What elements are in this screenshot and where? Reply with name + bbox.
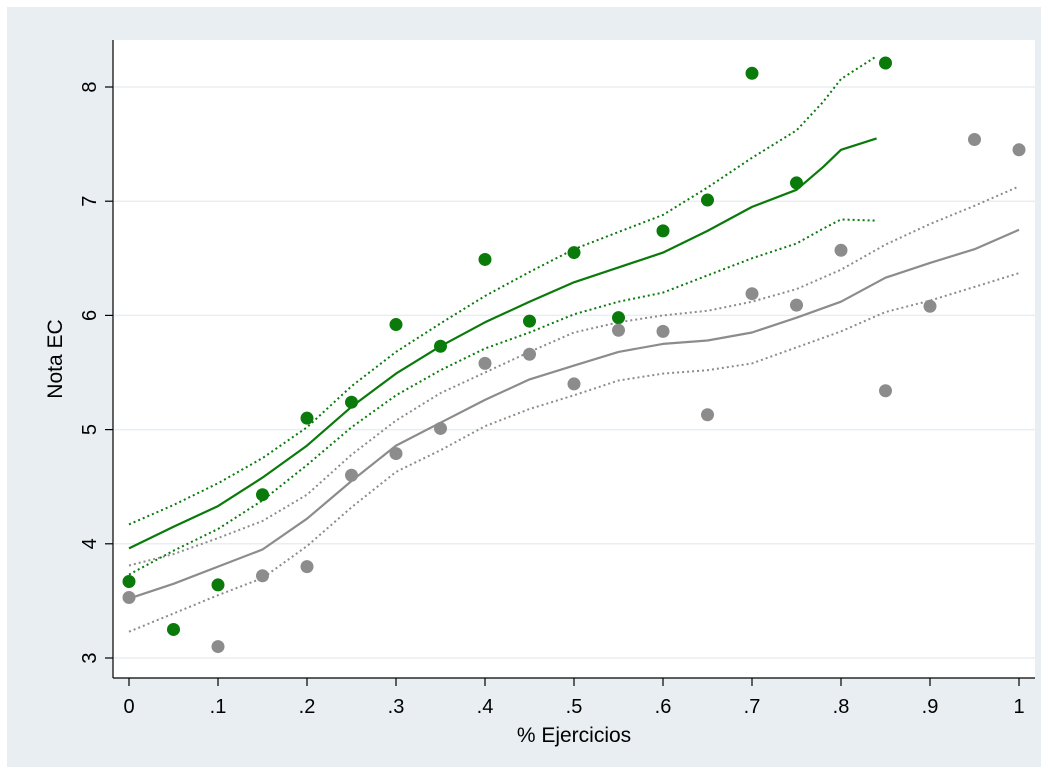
x-tick-label-6: .6 [655, 696, 672, 718]
series-1-point-12 [701, 408, 714, 422]
gridlines [114, 86, 1035, 659]
series-0-point-0 [122, 574, 136, 588]
series-0-point-3 [256, 488, 269, 502]
series-1-point-16 [879, 384, 892, 398]
series-0-point-2 [211, 578, 225, 592]
series-1-point-8 [523, 347, 536, 361]
series-0-point-9 [523, 314, 536, 328]
x-tick-label-0: 0 [123, 696, 134, 718]
series-1-point-10 [612, 323, 625, 337]
series-0-point-13 [701, 193, 714, 207]
series-2-line [128, 137, 877, 550]
x-tick-label-3: .3 [388, 696, 405, 718]
x-axis-title: % Ejercicios [517, 724, 631, 747]
y-tick-label-1: 4 [79, 538, 101, 549]
series-1-point-3 [300, 560, 314, 574]
series-1-point-4 [345, 468, 358, 482]
x-tick-label-5: .5 [566, 696, 583, 718]
series-1-point-1 [211, 640, 225, 654]
series-1-point-9 [567, 377, 581, 391]
data-points [122, 56, 1026, 654]
series-0-point-14 [745, 66, 759, 80]
x-tick-label-1: .1 [210, 696, 227, 718]
series-1-point-5 [389, 447, 403, 461]
series-1-point-17 [923, 299, 937, 313]
series-0-point-6 [389, 318, 403, 332]
series-1-point-7 [478, 356, 492, 370]
series-1-point-18 [968, 133, 981, 147]
series-0-point-7 [434, 339, 447, 353]
y-tick-label-3: 6 [79, 310, 101, 321]
series-1-point-2 [256, 569, 269, 583]
series-0-point-15 [790, 176, 803, 190]
y-tick-label-2: 5 [79, 424, 101, 435]
series-0-point-8 [478, 252, 492, 266]
series-1-point-11 [656, 324, 670, 338]
smoothed-lines [128, 55, 1020, 633]
x-tick-label-2: .2 [299, 696, 316, 718]
y-tick-label-5: 8 [79, 81, 101, 92]
series-0-point-5 [345, 395, 358, 409]
y-tick-label-0: 3 [79, 652, 101, 663]
x-tick-label-9: .9 [922, 696, 939, 718]
ticks: 0 .1 .2 .3 .4 .5 .6 .7 .8 .9 1 3 4 5 6 7 8 [79, 81, 1025, 718]
series-0-point-10 [567, 246, 581, 260]
x-tick-label-10: 1 [1013, 696, 1024, 718]
series-0-point-1 [167, 622, 180, 636]
series-1-point-19 [1012, 143, 1026, 157]
series-5-line [128, 228, 1020, 600]
series-4-line [128, 218, 877, 576]
y-axis-title: Nota EC [44, 319, 67, 398]
series-1-point-0 [122, 590, 136, 604]
series-1-point-14 [790, 298, 803, 312]
x-tick-label-4: .4 [477, 696, 494, 718]
series-1-point-15 [834, 243, 848, 257]
y-tick-label-4: 7 [79, 196, 101, 207]
series-1-point-6 [434, 421, 447, 435]
x-tick-label-7: .7 [744, 696, 761, 718]
series-0-point-4 [300, 411, 314, 425]
series-0-point-12 [656, 224, 670, 238]
series-3-line [128, 55, 878, 526]
series-1-point-13 [745, 287, 759, 301]
x-tick-label-8: .8 [833, 696, 850, 718]
series-0-point-11 [612, 311, 625, 325]
series-0-point-16 [879, 56, 892, 70]
